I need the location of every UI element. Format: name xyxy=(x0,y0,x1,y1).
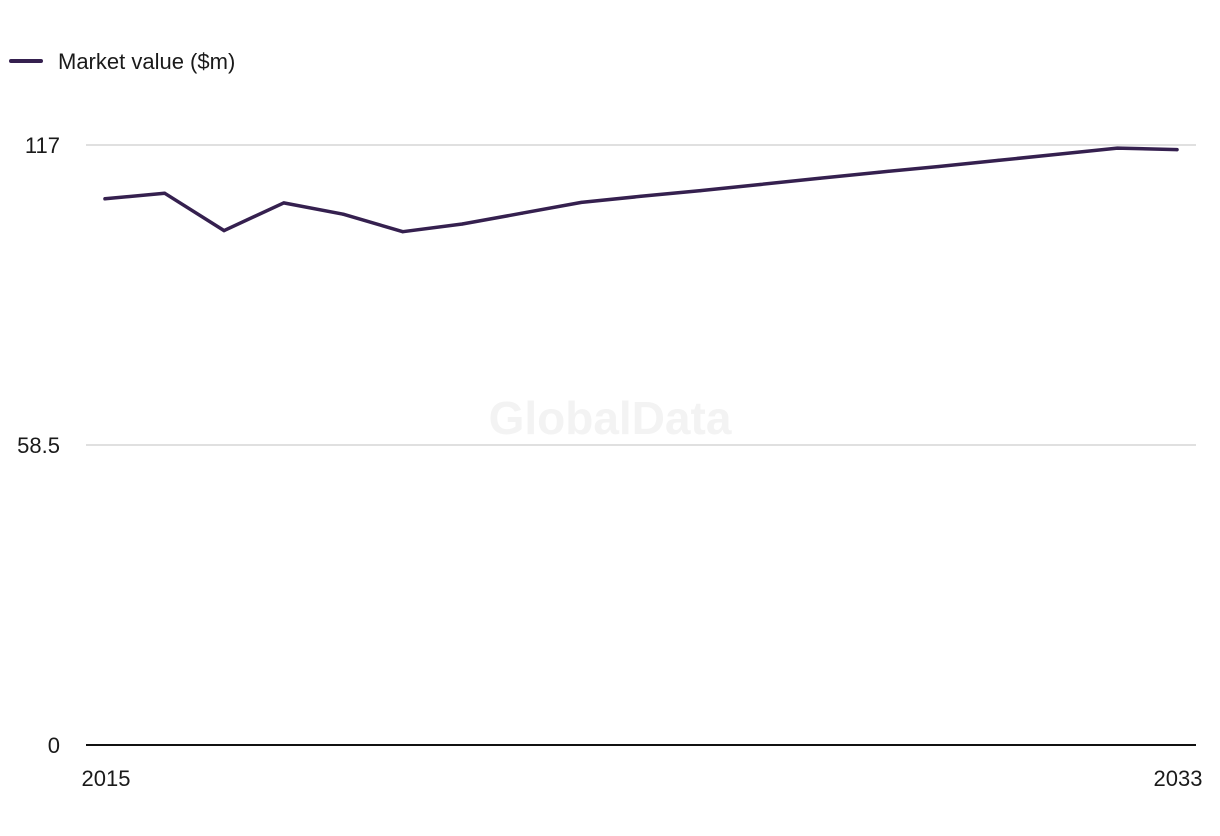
gridlines xyxy=(86,144,1196,446)
data-point xyxy=(1056,152,1060,156)
series-layer xyxy=(103,146,1179,234)
data-point xyxy=(460,222,464,226)
data-point xyxy=(1115,146,1120,150)
data-point xyxy=(520,211,524,215)
data-point xyxy=(1175,148,1179,152)
data-point xyxy=(222,229,226,233)
x-tick-label: 2033 xyxy=(1154,766,1203,791)
series-line xyxy=(103,146,1179,234)
data-point xyxy=(758,182,762,187)
watermark: GlobalData xyxy=(489,392,732,444)
y-tick-label: 58.5 xyxy=(17,433,60,458)
legend-label: Market value ($m) xyxy=(58,49,235,74)
data-point xyxy=(937,164,941,169)
y-tick-label: 117 xyxy=(25,133,60,158)
data-point xyxy=(877,170,881,174)
x-tick-label: 2015 xyxy=(82,766,131,791)
data-point xyxy=(698,189,703,193)
data-point xyxy=(401,230,405,234)
data-point xyxy=(579,200,584,205)
data-point xyxy=(282,201,286,205)
y-tick-label: 0 xyxy=(48,733,60,758)
data-point xyxy=(162,191,167,195)
data-point xyxy=(103,197,107,201)
data-point xyxy=(639,194,643,198)
data-point xyxy=(341,212,345,216)
x-axis-ticks: 2015 2033 xyxy=(82,766,1203,791)
legend: Market value ($m) xyxy=(9,49,235,74)
y-axis-ticks: 0 58.5 117 xyxy=(17,133,60,758)
data-point xyxy=(996,158,1000,162)
data-point xyxy=(818,176,822,180)
